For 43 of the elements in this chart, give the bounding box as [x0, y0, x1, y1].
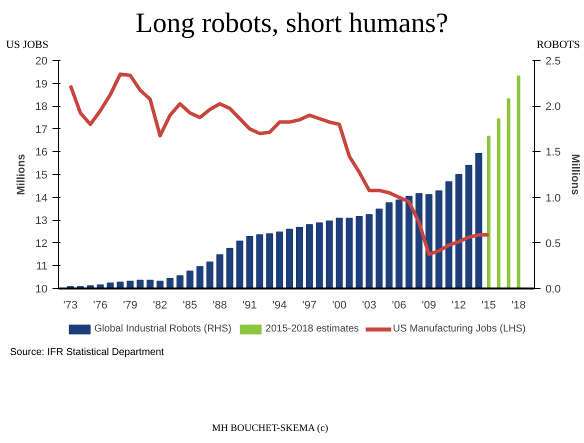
y-tick-label: 10 — [35, 284, 48, 296]
y-tick-label: 19 — [35, 78, 48, 90]
y2-tick-label: 1.0 — [546, 192, 561, 204]
x-tick-label: '82 — [152, 300, 168, 312]
y-tick-label: 18 — [35, 101, 48, 114]
legend-label: Global Industrial Robots (RHS) — [94, 324, 232, 334]
legend-label: 2015-2018 estimates — [266, 324, 359, 334]
x-tick-label: '12 — [452, 300, 466, 312]
x-tick-label: '97 — [302, 300, 317, 312]
x-tick-label: '15 — [482, 300, 496, 312]
x-tick-label: '18 — [511, 300, 526, 312]
x-tick-label: '73 — [63, 300, 78, 312]
x-tick-label: '76 — [93, 300, 108, 312]
y-tick-label: 12 — [35, 238, 48, 250]
y-tick-label: 15 — [35, 170, 48, 182]
chart-title: Long robots, short humans? — [136, 8, 448, 39]
y-tick-label: 20 — [35, 56, 48, 68]
y2-tick-label: 1.5 — [546, 146, 561, 159]
y2-tick-label: 0.5 — [546, 238, 561, 250]
y-axis-title: Millions — [15, 154, 28, 195]
text: US JOBS — [6, 38, 48, 53]
y-tick-label: 13 — [35, 215, 48, 228]
x-tick-label: '91 — [242, 300, 257, 312]
x-tick-label: '79 — [123, 300, 138, 312]
x-tick-label: '88 — [212, 300, 227, 312]
x-tick-label: '09 — [422, 300, 436, 312]
x-tick-label: '00 — [332, 300, 346, 312]
legend-label: US Manufacturing Jobs (LHS) — [392, 324, 526, 334]
source-note: Source: IFR Statistical Department — [10, 346, 164, 360]
y-tick-label: 16 — [35, 146, 48, 159]
y2-tick-label: 0.0 — [546, 284, 561, 296]
text: ROBOTS — [536, 38, 580, 53]
y-tick-label: 14 — [35, 192, 48, 204]
y2-tick-label: 2.5 — [546, 56, 561, 68]
x-tick-label: '06 — [392, 300, 406, 312]
y-tick-label: 17 — [35, 124, 48, 136]
x-tick-label: '94 — [272, 300, 287, 312]
y2-tick-label: 2.0 — [546, 101, 561, 114]
y-tick-label: 11 — [36, 260, 48, 273]
x-tick-label: '03 — [362, 300, 376, 312]
text: MH BOUCHET-SKEMA (c) — [210, 422, 330, 436]
y2-axis-title: Millions — [568, 154, 581, 195]
x-tick-label: '85 — [182, 300, 198, 312]
